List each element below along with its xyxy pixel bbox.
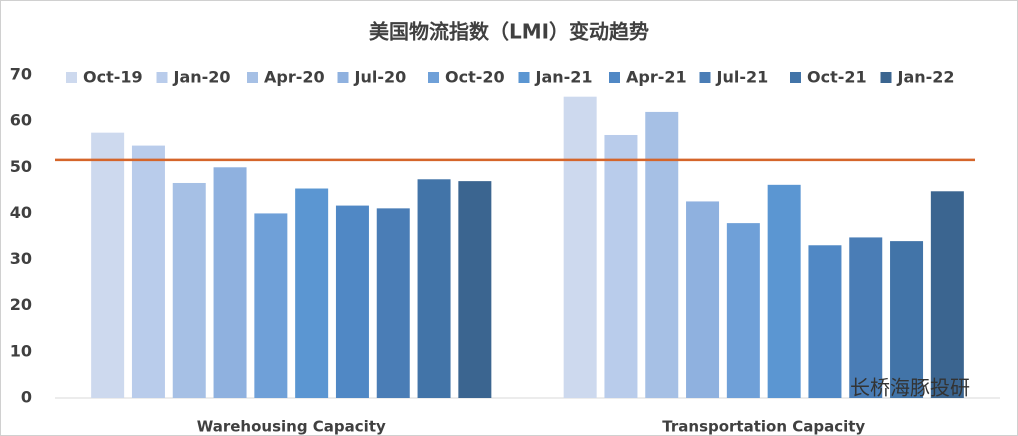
- bar: [808, 245, 842, 398]
- bar: [417, 179, 451, 398]
- legend-label: Oct-19: [83, 68, 143, 87]
- bar: [726, 223, 760, 398]
- legend-swatch: [699, 72, 711, 83]
- bar: [91, 132, 125, 398]
- legend-swatch: [880, 72, 892, 83]
- bar: [930, 191, 964, 398]
- legend-swatch: [66, 72, 77, 83]
- legend-swatch: [790, 72, 801, 83]
- bar: [563, 96, 597, 399]
- legend-label: Jul-20: [354, 68, 407, 87]
- legend-label: Apr-21: [626, 68, 687, 87]
- legend-label: Jan-22: [897, 68, 955, 87]
- legend-label: Oct-20: [445, 68, 505, 87]
- legend-label: Jan-20: [173, 68, 231, 87]
- y-tick-label: 60: [10, 111, 32, 130]
- bar: [686, 201, 720, 398]
- y-tick-label: 30: [10, 249, 32, 268]
- y-tick-label: 20: [10, 295, 32, 314]
- bar: [645, 111, 679, 399]
- y-tick-label: 0: [21, 388, 32, 407]
- legend-label: Apr-20: [264, 68, 325, 87]
- legend-label: Jul-21: [716, 68, 769, 87]
- bar: [131, 145, 165, 398]
- legend-swatch: [609, 72, 620, 83]
- legend-swatch: [156, 72, 168, 83]
- bar: [376, 208, 410, 398]
- bar: [604, 134, 638, 398]
- bar: [849, 237, 883, 398]
- y-tick-label: 40: [10, 203, 32, 222]
- bar: [458, 181, 492, 398]
- legend-label: Oct-21: [807, 68, 867, 87]
- bar: [213, 167, 247, 398]
- x-tick-label: Warehousing Capacity: [197, 418, 386, 436]
- legend-swatch: [247, 72, 258, 83]
- x-tick-label: Transportation Capacity: [662, 418, 865, 436]
- y-tick-label: 70: [10, 65, 32, 84]
- y-tick-label: 50: [10, 157, 32, 176]
- legend-label: Jan-21: [535, 68, 593, 87]
- watermark: 长桥海豚投研: [850, 376, 970, 400]
- y-tick-label: 10: [10, 341, 32, 360]
- legend-swatch: [428, 72, 439, 83]
- bar: [172, 182, 206, 398]
- chart-title: 美国物流指数（LMI）变动趋势: [369, 20, 649, 44]
- bar: [295, 188, 329, 398]
- legend-swatch: [518, 72, 530, 83]
- bar: [767, 184, 801, 398]
- bar: [254, 213, 288, 398]
- legend-swatch: [337, 72, 349, 83]
- bar: [890, 241, 924, 398]
- bar: [335, 205, 369, 398]
